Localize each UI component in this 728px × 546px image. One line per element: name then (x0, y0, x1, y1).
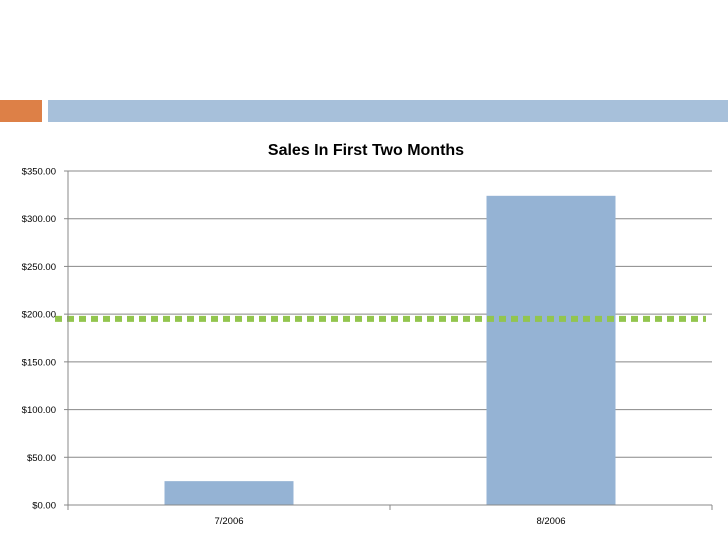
y-tick-label: $300.00 (22, 214, 56, 225)
header-accent-block (0, 100, 42, 122)
x-tick-label: 7/2006 (214, 516, 243, 527)
x-tick-label: 8/2006 (536, 516, 565, 527)
y-tick-label: $150.00 (22, 357, 56, 368)
bar-8-2006 (486, 195, 616, 505)
y-tick-label: $50.00 (27, 453, 56, 464)
header-bar (48, 100, 728, 122)
y-tick-label: $0.00 (32, 501, 56, 512)
bars (164, 195, 616, 505)
y-tick-label: $250.00 (22, 262, 56, 273)
bar-7-2006 (164, 481, 294, 505)
axes: $0.00 $50.00 $100.00 $150.00 $200.00 $250.00 $… (22, 167, 713, 527)
y-tick-label: $350.00 (22, 167, 56, 178)
y-tick-label: $200.00 (22, 310, 56, 321)
y-tick-label: $100.00 (22, 405, 56, 416)
slide-header-band (0, 100, 728, 122)
chart-title: Sales In First Two Months (268, 142, 464, 159)
